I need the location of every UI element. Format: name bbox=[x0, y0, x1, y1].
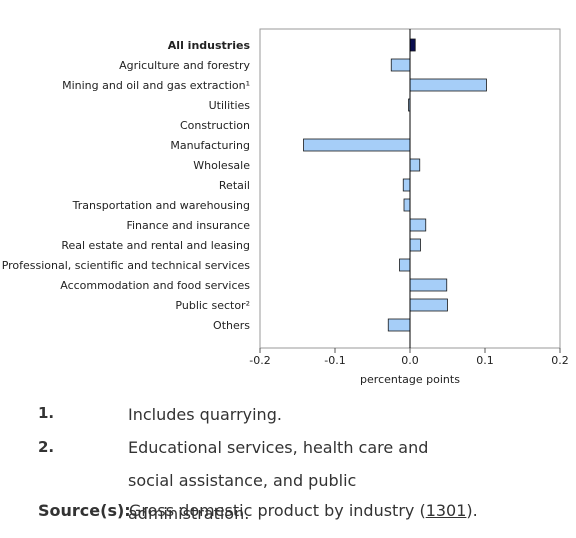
category-label: Retail bbox=[219, 179, 250, 192]
category-label: Wholesale bbox=[193, 159, 250, 172]
bar bbox=[409, 278, 448, 292]
bar bbox=[409, 298, 448, 312]
footnote-1-text: Includes quarrying. bbox=[128, 405, 282, 424]
category-label: Professional, scientific and technical s… bbox=[2, 259, 251, 272]
category-label: Construction bbox=[180, 119, 250, 132]
x-tick-label: 0.0 bbox=[401, 354, 419, 367]
category-label: Finance and insurance bbox=[126, 219, 250, 232]
x-axis-label: percentage points bbox=[360, 373, 460, 386]
footnote-2-text: Educational services, health care and so… bbox=[128, 438, 429, 523]
source-suffix: ). bbox=[466, 501, 478, 520]
category-label: All industries bbox=[168, 39, 251, 52]
bar bbox=[409, 158, 421, 172]
category-label: Others bbox=[213, 319, 250, 332]
bar bbox=[409, 38, 416, 52]
bar-chart: All industries Agriculture and forestry Mi… bbox=[2, 28, 569, 386]
bar bbox=[303, 138, 411, 152]
bar bbox=[409, 238, 421, 252]
source-label: Source(s): bbox=[38, 501, 131, 520]
bar bbox=[409, 78, 487, 92]
source-text: Gross domestic product by industry (1301… bbox=[129, 501, 478, 520]
source-prefix: Gross domestic product by industry ( bbox=[129, 501, 426, 520]
x-tick-label: -0.1 bbox=[324, 354, 345, 367]
source-table-link[interactable]: 1301 bbox=[425, 501, 467, 520]
category-label: Real estate and rental and leasing bbox=[61, 239, 250, 252]
category-label: Public sector² bbox=[175, 299, 250, 312]
footnote-1-number: 1. bbox=[38, 404, 55, 422]
bar bbox=[387, 318, 411, 332]
category-label: Transportation and warehousing bbox=[72, 199, 250, 212]
x-tick-label: 0.2 bbox=[551, 354, 569, 367]
category-label: Utilities bbox=[209, 99, 251, 112]
bar bbox=[390, 58, 411, 72]
x-tick-label: 0.1 bbox=[476, 354, 494, 367]
chart: All industries Agriculture and forestry Mi… bbox=[2, 28, 569, 386]
bar bbox=[402, 178, 411, 192]
bar bbox=[399, 258, 411, 272]
bar bbox=[409, 218, 427, 232]
x-tick-label: -0.2 bbox=[249, 354, 270, 367]
footnote-2-number: 2. bbox=[38, 438, 55, 456]
category-label: Manufacturing bbox=[170, 139, 250, 152]
bar bbox=[403, 198, 411, 212]
category-label: Accommodation and food services bbox=[60, 279, 250, 292]
category-label: Mining and oil and gas extraction¹ bbox=[62, 79, 250, 92]
category-label: Agriculture and forestry bbox=[119, 59, 250, 72]
